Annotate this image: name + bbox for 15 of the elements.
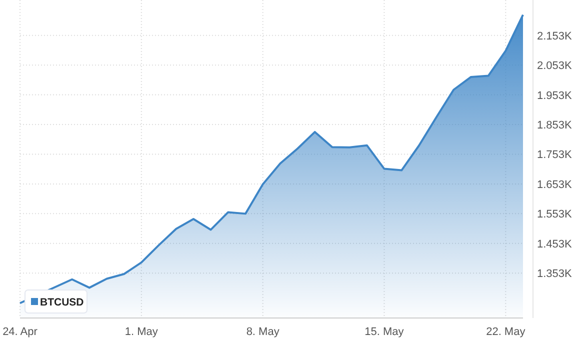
y-tick-label: 1.353K [537, 268, 573, 280]
y-tick-label: 2.053K [537, 60, 573, 72]
y-tick-label: 1.753K [537, 149, 573, 162]
legend-label: BTCUSD [40, 296, 84, 308]
y-tick-label: 1.653K [537, 178, 573, 191]
y-tick-label: 1.953K [537, 90, 573, 102]
x-tick-label: 24. Apr [2, 326, 38, 338]
x-tick-label: 1. May [124, 326, 158, 338]
y-tick-label: 1.553K [537, 208, 573, 221]
x-tick-label: 22. May [486, 326, 526, 338]
y-tick-label: 2.153K [537, 30, 573, 42]
x-tick-label: 15. May [364, 326, 404, 338]
x-tick-label: 8. May [246, 326, 280, 338]
y-tick-label: 1.453K [537, 238, 573, 250]
y-tick-label: 1.853K [537, 120, 573, 132]
